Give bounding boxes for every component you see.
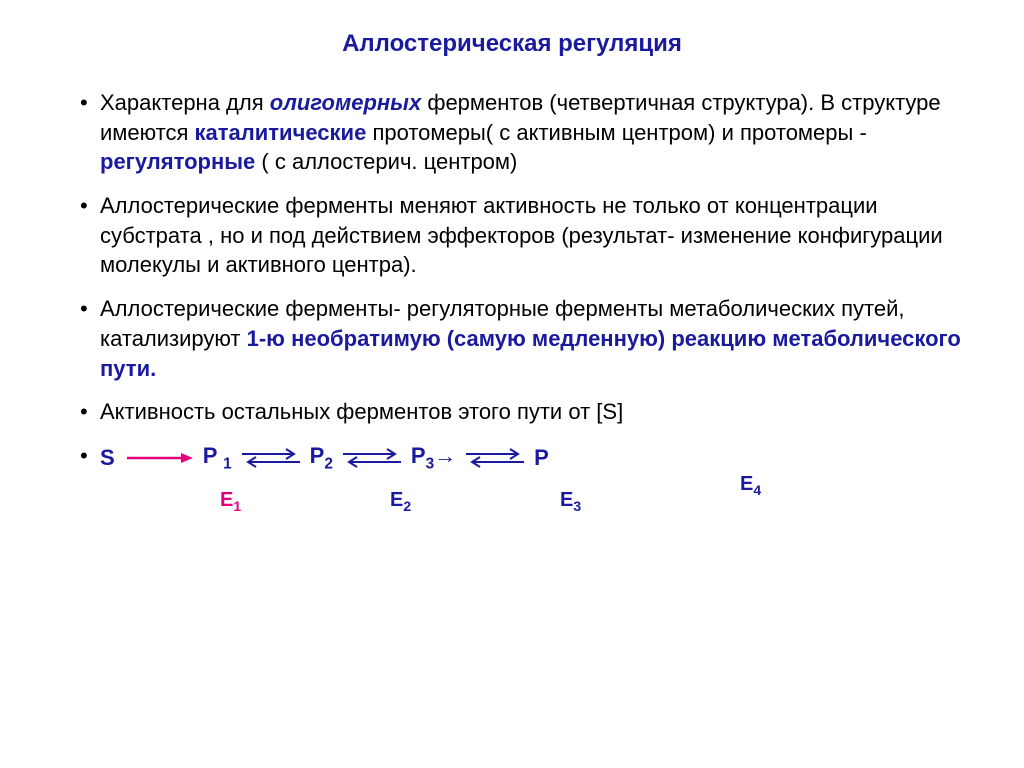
sub: 3 bbox=[426, 455, 435, 472]
node-p: P bbox=[534, 443, 549, 473]
enzyme-row: E1 E2 E3 E4 bbox=[100, 489, 974, 517]
enzyme-e3: E3 bbox=[560, 489, 581, 514]
text: E bbox=[390, 489, 403, 511]
node-p3: P3→ bbox=[411, 441, 456, 475]
arrow-reversible-icon bbox=[337, 446, 407, 470]
sub: 1 bbox=[223, 455, 232, 472]
slide-title: Аллостерическая регуляция bbox=[50, 30, 974, 58]
bullet-4: Активность остальных ферментов этого пут… bbox=[80, 397, 974, 427]
bullet-1: Характерна для олигомерных ферментов (че… bbox=[80, 88, 974, 177]
node-p1: P 1 bbox=[203, 441, 232, 475]
text: P bbox=[411, 443, 426, 468]
enzyme-e4: E4 bbox=[740, 473, 761, 498]
node-s: S bbox=[100, 443, 115, 473]
emphasis: олигомерных bbox=[270, 90, 421, 115]
bullet-pathway: S P 1 P2 bbox=[80, 441, 974, 475]
sub: 1 bbox=[233, 498, 241, 514]
bullet-3: Аллостерические ферменты- регуляторные ф… bbox=[80, 294, 974, 383]
node-p2: P2 bbox=[310, 441, 333, 475]
emphasis: каталитические bbox=[195, 120, 367, 145]
arrow-reversible-icon bbox=[460, 446, 530, 470]
text: E bbox=[220, 489, 233, 511]
pathway-row: S P 1 P2 bbox=[100, 441, 974, 475]
arrow-reversible-icon bbox=[236, 446, 306, 470]
sub: 2 bbox=[324, 455, 333, 472]
enzyme-e2: E2 bbox=[390, 489, 411, 514]
text: протомеры( с активным центром) и протоме… bbox=[372, 120, 866, 145]
text: P bbox=[310, 443, 325, 468]
text: E bbox=[740, 473, 753, 495]
text: Характерна для bbox=[100, 90, 270, 115]
sub: 3 bbox=[573, 498, 581, 514]
bullet-list: Характерна для олигомерных ферментов (че… bbox=[50, 88, 974, 475]
sub: 2 bbox=[403, 498, 411, 514]
bullet-2: Аллостерические ферменты меняют активнос… bbox=[80, 191, 974, 280]
text: ( с аллостерич. центром) bbox=[261, 149, 517, 174]
text: P bbox=[203, 443, 223, 468]
emphasis: регуляторные bbox=[100, 149, 255, 174]
text: E bbox=[560, 489, 573, 511]
sub: 4 bbox=[753, 482, 761, 498]
text: → bbox=[434, 443, 456, 468]
enzyme-e1: E1 bbox=[220, 489, 241, 514]
arrow-pink-icon bbox=[119, 448, 199, 468]
